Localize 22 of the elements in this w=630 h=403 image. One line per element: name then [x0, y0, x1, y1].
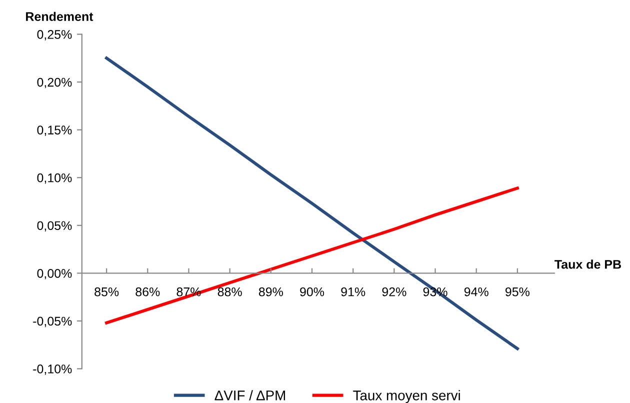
y-tick-label: 0,10% — [37, 173, 72, 184]
y-tick-label: -0,10% — [33, 364, 72, 375]
x-tick-label: 95% — [506, 287, 530, 296]
y-tick-label: 0,20% — [37, 78, 72, 88]
y-axis-title: Rendement — [26, 12, 94, 21]
x-tick-label: 85% — [94, 287, 119, 296]
x-tick-label: 86% — [136, 287, 160, 296]
x-tick-label: 87% — [176, 287, 201, 296]
x-tick-label: 90% — [300, 287, 324, 296]
x-tick-label: 89% — [258, 287, 283, 296]
legend-label: Taux moyen servi — [353, 390, 460, 403]
y-tick-label: 0,05% — [37, 221, 72, 232]
x-axis-title: Taux de PB — [554, 260, 621, 269]
x-tick-label: 88% — [218, 287, 242, 296]
y-tick-label: -0,05% — [33, 316, 72, 328]
x-tick-label: 94% — [464, 287, 488, 296]
x-tick-label: 91% — [341, 287, 366, 296]
y-tick-label: 0,00% — [37, 268, 72, 280]
x-tick-label: 92% — [382, 287, 406, 296]
y-tick-label: 0,25% — [37, 30, 72, 40]
y-tick-label: 0,15% — [37, 126, 72, 136]
legend-label: ΔVIF / ΔPM — [214, 390, 285, 400]
